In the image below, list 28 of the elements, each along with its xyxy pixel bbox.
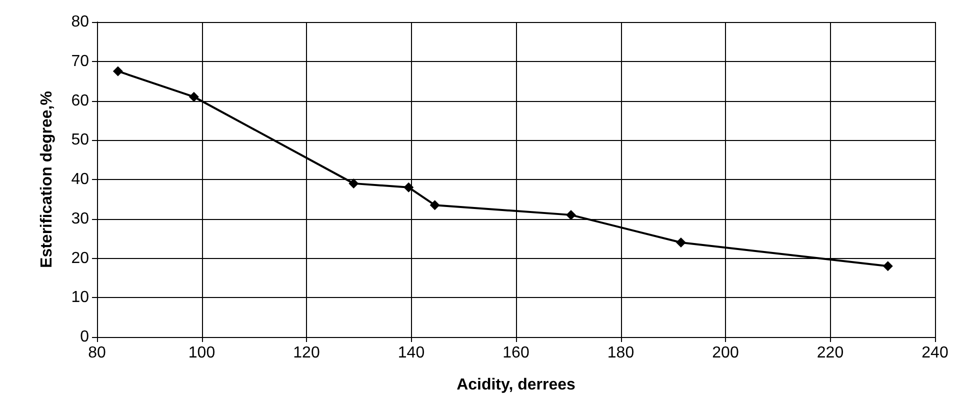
x-tick-label: 220 — [816, 344, 844, 362]
x-tick-label: 200 — [712, 344, 739, 362]
point — [112, 66, 123, 76]
x-tick-label: 120 — [293, 344, 320, 362]
x-tick-label: 80 — [88, 344, 106, 362]
y-axis-title: Esterification degree,% — [38, 91, 56, 268]
point — [404, 182, 414, 192]
point — [566, 210, 576, 220]
y-tick-label: 50 — [71, 132, 90, 149]
x-tick-label: 160 — [502, 344, 530, 362]
point — [676, 238, 686, 248]
y-tick-label: 20 — [71, 250, 90, 267]
x-tick-label: 240 — [922, 344, 948, 362]
x-axis-title: Acidity, derrees — [456, 376, 576, 394]
point — [348, 178, 359, 188]
x-tick-label: 140 — [398, 344, 425, 362]
y-tick-label: 30 — [71, 210, 90, 228]
y-tick-label: 0 — [80, 328, 90, 346]
y-tick-label: 80 — [71, 14, 90, 30]
point — [882, 261, 893, 272]
y-tick-label: 60 — [71, 92, 90, 110]
y-tick-label: 10 — [71, 289, 90, 306]
x-tick-label: 180 — [607, 344, 634, 362]
point — [430, 200, 440, 210]
y-tick-label: 70 — [71, 52, 90, 70]
x-tick-label: 100 — [188, 344, 216, 362]
y-tick-label: 40 — [71, 171, 90, 188]
point — [188, 92, 199, 102]
